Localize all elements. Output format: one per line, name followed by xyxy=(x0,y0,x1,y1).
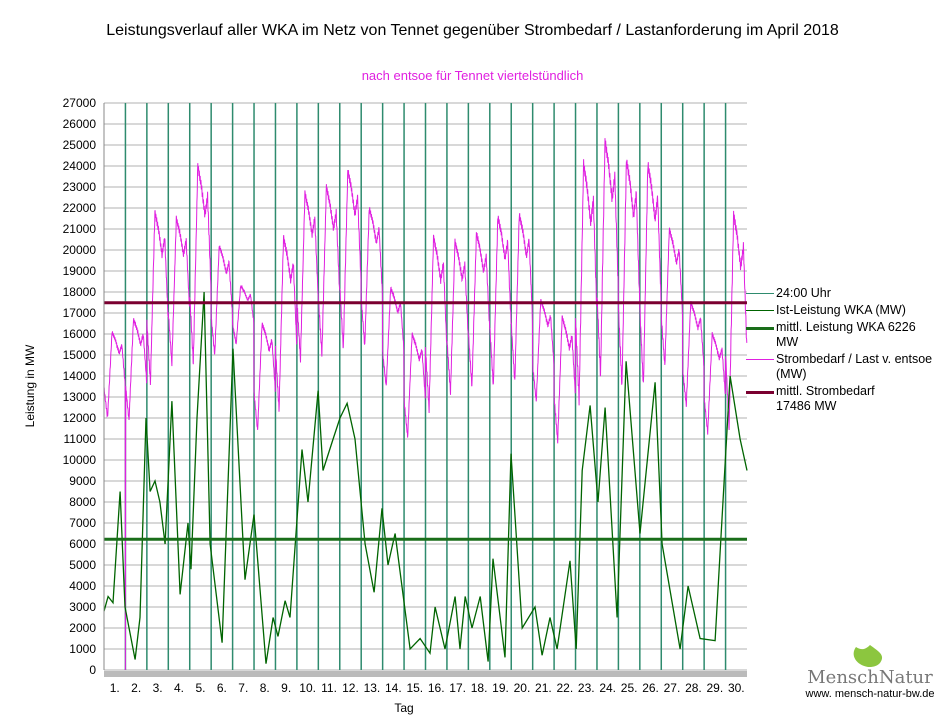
x-tick-label: 25. xyxy=(621,681,638,695)
x-tick-label: 20. xyxy=(514,681,531,695)
y-tick-label: 15000 xyxy=(63,348,97,362)
x-tick-label: 8. xyxy=(260,681,270,695)
x-tick-label: 3. xyxy=(153,681,163,695)
y-tick-label: 20000 xyxy=(63,243,97,257)
x-tick-label: 28. xyxy=(685,681,702,695)
legend-item-demand: Strombedarf / Last v. entsoe (MW) xyxy=(746,352,936,382)
x-tick-label: 10. xyxy=(299,681,316,695)
y-axis-label: Leistung in MW xyxy=(23,344,37,427)
x-axis-label: Tag xyxy=(394,701,413,715)
legend-item-wind-mean: mittl. Leistung WKA 6226 MW xyxy=(746,320,926,350)
y-tick-label: 8000 xyxy=(69,495,96,509)
x-tick-label: 19. xyxy=(492,681,509,695)
y-tick-label: 23000 xyxy=(63,180,97,194)
x-tick-label: 27. xyxy=(664,681,681,695)
x-tick-label: 1. xyxy=(110,681,120,695)
y-tick-label: 6000 xyxy=(69,537,96,551)
x-tick-label: 12. xyxy=(342,681,359,695)
y-tick-label: 4000 xyxy=(69,579,96,593)
x-tick-label: 21. xyxy=(535,681,552,695)
y-tick-label: 11000 xyxy=(64,432,97,446)
x-tick-label: 5. xyxy=(195,681,205,695)
y-tick-label: 13000 xyxy=(63,390,97,404)
y-tick-label: 12000 xyxy=(63,411,97,425)
y-tick-label: 16000 xyxy=(63,327,97,341)
y-tick-label: 0 xyxy=(89,663,96,677)
legend: 24:00 Uhr Ist-Leistung WKA (MW) mittl. L… xyxy=(746,286,936,416)
y-tick-label: 26000 xyxy=(63,117,97,131)
x-tick-label: 6. xyxy=(217,681,227,695)
y-tick-label: 25000 xyxy=(63,138,97,152)
x-tick-label: 29. xyxy=(707,681,724,695)
legend-item-wind: Ist-Leistung WKA (MW) xyxy=(746,303,926,318)
logo-url: www. mensch-natur-bw.de xyxy=(805,688,935,700)
x-axis-ticks xyxy=(104,671,747,677)
x-tick-label: 14. xyxy=(385,681,402,695)
x-tick-label: 11. xyxy=(321,681,337,695)
x-tick-label: 23. xyxy=(578,681,595,695)
y-tick-label: 27000 xyxy=(63,96,97,110)
legend-item-demand-mean: mittl. Strombedarf 17486 MW xyxy=(746,384,906,414)
y-tick-label: 3000 xyxy=(69,600,96,614)
x-tick-label: 13. xyxy=(364,681,381,695)
x-tick-label: 24. xyxy=(599,681,616,695)
logo: MenschNatur www. mensch-natur-bw.de xyxy=(800,645,940,700)
y-tick-label: 2000 xyxy=(69,621,96,635)
y-tick-label: 21000 xyxy=(63,222,97,236)
x-tick-label: 16. xyxy=(428,681,445,695)
chart-title: Leistungsverlauf aller WKA im Netz von T… xyxy=(106,22,839,39)
y-tick-label: 10000 xyxy=(63,453,97,467)
y-tick-label: 9000 xyxy=(69,474,96,488)
x-tick-label: 9. xyxy=(281,681,291,695)
y-tick-label: 17000 xyxy=(63,306,97,320)
y-tick-label: 22000 xyxy=(63,201,97,215)
y-tick-label: 5000 xyxy=(69,558,96,572)
x-tick-label: 30. xyxy=(728,681,745,695)
y-tick-label: 14000 xyxy=(63,369,97,383)
x-tick-label: 4. xyxy=(174,681,184,695)
x-tick-label: 15. xyxy=(406,681,423,695)
y-tick-label: 7000 xyxy=(69,516,96,530)
y-tick-label: 19000 xyxy=(63,264,97,278)
ginkgo-leaf-icon xyxy=(853,645,883,677)
x-tick-label: 7. xyxy=(238,681,248,695)
x-tick-label: 18. xyxy=(471,681,488,695)
chart-subtitle: nach entsoe für Tennet viertelstündlich xyxy=(361,68,584,83)
y-tick-label: 1000 xyxy=(69,642,96,656)
x-tick-label: 22. xyxy=(556,681,573,695)
logo-brand: MenschNatur xyxy=(807,667,933,688)
x-tick-label: 2. xyxy=(131,681,141,695)
y-tick-label: 18000 xyxy=(63,285,97,299)
y-tick-label: 24000 xyxy=(63,159,97,173)
x-tick-label: 17. xyxy=(449,681,466,695)
x-tick-label: 26. xyxy=(642,681,659,695)
legend-item-day-line: 24:00 Uhr xyxy=(746,286,936,301)
wind-power-line xyxy=(103,291,748,664)
